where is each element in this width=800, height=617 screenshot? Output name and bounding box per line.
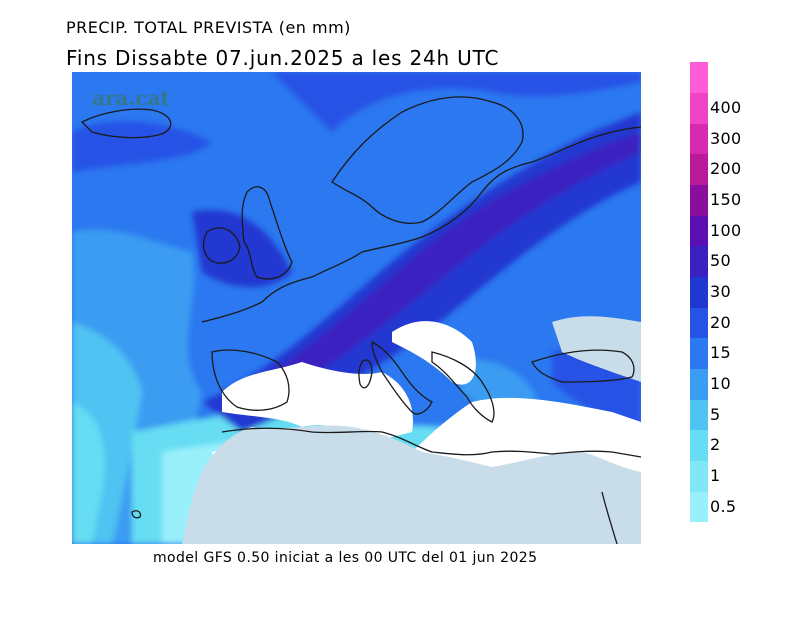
color-legend [690, 62, 708, 523]
legend-swatch [690, 62, 708, 94]
legend-swatch [690, 430, 708, 462]
model-run-caption: model GFS 0.50 iniciat a les 00 UTC del … [153, 550, 538, 566]
legend-label: 30 [710, 282, 731, 301]
legend-label: 400 [710, 98, 742, 117]
legend-label: 0.5 [710, 496, 737, 516]
legend-swatch [690, 307, 708, 339]
legend-swatch [690, 460, 708, 492]
legend-swatch [690, 246, 708, 278]
legend-swatch [690, 491, 708, 523]
legend-swatch [690, 215, 708, 247]
legend-label: 50 [710, 251, 731, 271]
legend-swatch [690, 368, 708, 400]
legend-swatch [690, 338, 708, 370]
map-title: PRECIP. TOTAL PREVISTA (en mm) [66, 18, 351, 37]
legend-label: 5 [710, 404, 721, 424]
legend-label: 200 [710, 159, 742, 179]
legend-label: 300 [710, 128, 742, 148]
legend-label: 1 [710, 466, 721, 485]
legend-swatch [690, 184, 708, 216]
legend-swatch [690, 123, 708, 155]
legend-label: 2 [710, 435, 721, 455]
precipitation-map [72, 72, 641, 544]
watermark-logo: ara.cat [92, 86, 170, 110]
dry-land [182, 316, 641, 544]
legend-swatch [690, 92, 708, 124]
legend-swatch [690, 399, 708, 431]
legend-label: 20 [710, 312, 731, 332]
legend-swatch [690, 154, 708, 186]
legend-label: 10 [710, 374, 731, 393]
legend-label: 15 [710, 343, 731, 363]
map-subtitle: Fins Dissabte 07.jun.2025 a les 24h UTC [66, 46, 500, 70]
coastlines [80, 96, 641, 544]
legend-label: 100 [710, 220, 742, 240]
legend-label: 150 [710, 190, 742, 209]
legend-swatch [690, 276, 708, 308]
